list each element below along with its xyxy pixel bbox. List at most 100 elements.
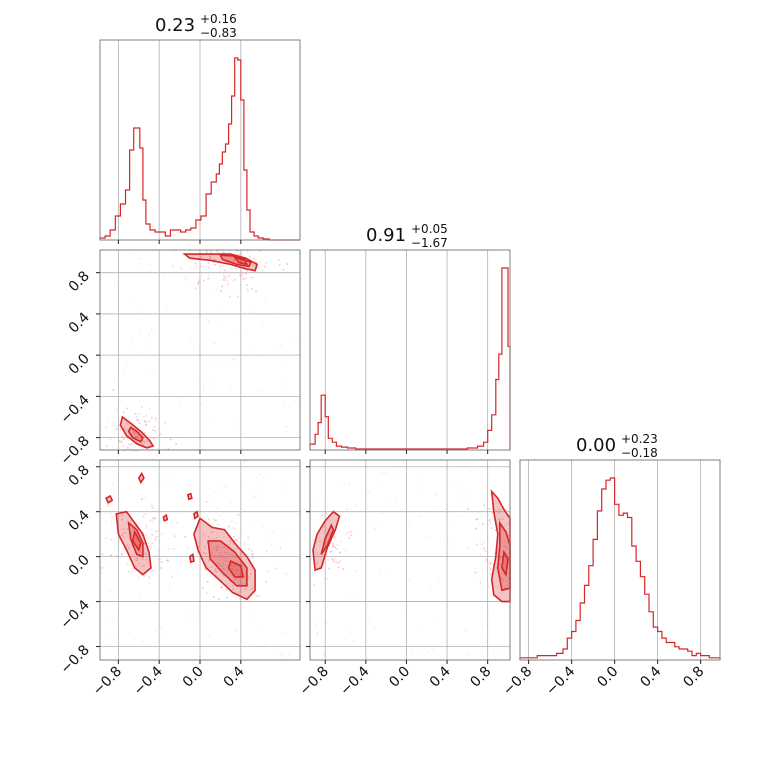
sample-point-1-0-188 [250,276,253,279]
points-1-0 [101,250,301,452]
sample-point-2-0-211 [222,568,224,570]
sample-point-1-0-33 [134,439,137,441]
sample-point-2-0-22 [149,519,152,522]
sample-point-1-0-297 [179,266,181,268]
sample-point-2-1-72 [483,547,485,550]
sample-point-1-0-70 [143,432,146,434]
contour-line-2-0-10 [162,513,169,522]
sample-point-2-0-55 [145,524,147,526]
sample-point-2-1-127 [476,518,479,521]
sample-point-2-1-31 [328,544,331,547]
sample-point-2-0-198 [197,546,200,548]
sample-point-2-0-15 [121,534,123,536]
sample-point-2-1-9 [316,562,318,564]
sample-point-2-1-111 [498,512,500,514]
sample-point-2-0-57 [149,547,152,550]
sample-point-2-0-138 [222,556,224,559]
sample-point-1-0-190 [234,278,236,281]
sample-point-2-0-18 [135,525,137,528]
sample-point-2-1-172 [436,616,439,619]
sample-point-1-0-254 [162,274,165,277]
sample-point-2-0-174 [235,591,237,594]
sample-point-2-0-345 [138,593,141,595]
sample-point-2-1-136 [505,509,507,511]
sample-point-1-0-276 [284,362,286,364]
sample-point-2-0-30 [129,531,132,534]
sample-point-1-0-215 [225,276,228,278]
ytick-label-2-2: 0.0 [66,552,93,579]
sample-point-1-0-176 [261,269,264,272]
sample-point-2-0-64 [171,576,173,578]
scatter-points-layer [101,250,511,661]
sample-point-1-0-0 [175,443,177,445]
sample-point-2-1-51 [322,562,325,565]
grid-2-0 [100,460,300,660]
sample-point-1-0-227 [230,388,232,391]
sample-point-2-0-9 [123,536,125,538]
sample-point-2-0-178 [206,581,209,583]
sample-point-1-0-14 [148,420,151,422]
sample-point-2-1-15 [313,584,315,586]
sample-point-2-0-274 [148,582,151,584]
sample-point-1-0-141 [193,267,196,269]
sample-point-1-0-183 [230,267,233,270]
sample-point-2-1-129 [491,511,494,514]
sample-point-2-0-204 [231,541,234,543]
sample-point-2-0-283 [230,501,232,503]
sample-point-1-0-238 [114,379,116,381]
sample-point-1-0-10 [142,439,145,442]
sample-point-1-0-156 [201,265,203,268]
sample-point-2-0-344 [192,547,194,549]
sample-point-2-1-207 [350,631,352,634]
contour-line-1-0-4 [232,255,249,266]
sample-point-2-0-90 [151,542,154,544]
title-plus-2: +0.23 [621,432,658,446]
sample-point-1-0-94 [205,250,208,253]
sample-point-2-1-121 [488,508,491,510]
sample-point-2-1-145 [394,498,397,500]
sample-point-1-0-134 [224,261,227,263]
sample-point-2-1-147 [431,648,434,650]
sample-point-2-1-215 [397,470,400,473]
sample-point-1-0-250 [241,250,244,252]
sample-point-1-0-236 [257,266,260,268]
sample-point-2-0-277 [137,555,139,558]
sample-point-2-0-179 [216,549,218,551]
sample-point-1-0-211 [242,278,244,280]
title-plus-1: +0.05 [411,222,448,236]
xtick-label-1-0: −0.8 [297,664,332,699]
sample-point-2-0-314 [189,483,191,486]
sample-point-2-0-222 [220,554,222,557]
sample-point-2-1-152 [316,633,318,635]
sample-point-2-0-113 [234,578,236,580]
sample-point-2-0-216 [208,536,210,539]
sample-point-2-0-38 [105,537,107,540]
sample-point-2-0-200 [222,574,225,577]
sample-point-1-0-19 [130,443,133,446]
sample-point-2-0-266 [109,512,112,515]
sample-point-1-0-249 [101,426,103,428]
sample-point-2-1-11 [328,567,330,570]
ticks-layer: −0.8−0.40.00.40.8−0.8 −0.4 0.0 0.4−0.8−0.40… [57,240,707,699]
sample-point-2-0-27 [129,520,132,522]
sample-point-2-0-333 [141,640,144,643]
sample-point-2-0-69 [128,570,130,573]
sample-point-1-0-93 [245,272,247,275]
sample-point-2-1-93 [486,536,489,538]
sample-point-1-0-235 [130,301,132,303]
ytick-label-2-0: −0.8 [57,642,92,677]
sample-point-2-1-146 [404,653,407,656]
sample-point-1-0-153 [222,278,224,281]
sample-point-1-0-129 [229,295,231,298]
sample-point-2-0-16 [145,553,148,555]
sample-point-2-0-332 [209,575,212,577]
sample-point-2-0-236 [227,525,230,528]
sample-point-1-0-151 [215,288,217,291]
sample-point-1-0-305 [252,437,255,440]
sample-point-1-0-291 [181,254,184,256]
sample-point-2-0-184 [215,571,218,573]
sample-point-2-0-67 [136,557,138,560]
sample-point-2-0-33 [117,548,120,551]
contour-fill-2-0-2 [132,531,141,550]
sample-point-2-0-135 [234,564,236,566]
